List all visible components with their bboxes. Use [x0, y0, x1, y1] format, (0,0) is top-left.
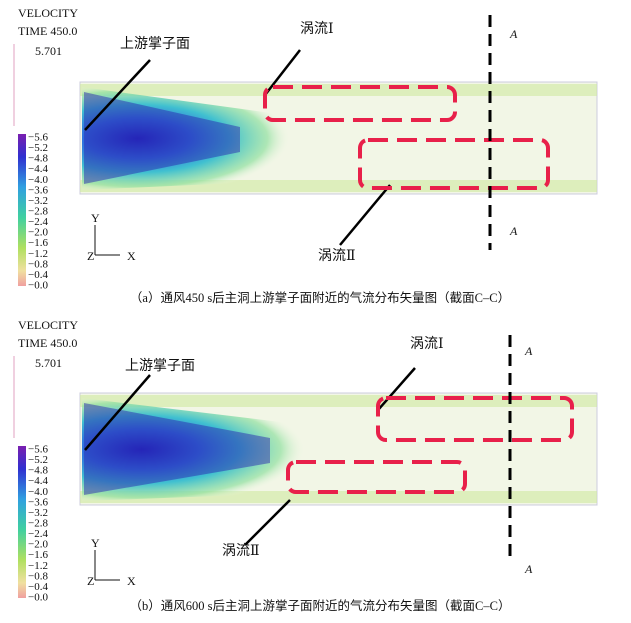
jet-core — [84, 92, 240, 184]
section-top: A — [509, 27, 518, 41]
colorbar — [18, 134, 26, 286]
colorbar-tick: −0.8 — [28, 570, 48, 582]
colorbar-tick: −3.2 — [28, 507, 48, 519]
axis-x: X — [127, 249, 136, 263]
colorbar-tick: −2.0 — [28, 227, 48, 239]
section-bottom: A — [524, 562, 533, 576]
axis-z: Z — [87, 574, 94, 588]
colorbar-tick: −5.6 — [28, 132, 48, 144]
colorbar-tick: −1.6 — [28, 237, 48, 249]
colorbar-tick: −0.0 — [28, 592, 48, 604]
colorbar-tick: −3.6 — [28, 496, 48, 508]
colorbar-tick: −4.8 — [28, 153, 48, 165]
axis-x: X — [127, 574, 136, 588]
colorbar-tick: −1.6 — [28, 549, 48, 561]
vortex-box — [376, 396, 574, 442]
section-bottom: A — [509, 224, 518, 238]
colorbar-tick: −2.4 — [28, 216, 48, 228]
colorbar-tick: −2.0 — [28, 539, 48, 551]
colorbar-tick: −5.2 — [28, 142, 48, 154]
colorbar-tick: −1.2 — [28, 248, 48, 260]
face-pointer — [84, 374, 151, 451]
max-value: 5.701 — [35, 356, 62, 370]
jet-core — [84, 403, 270, 495]
vortex-box — [263, 85, 457, 122]
axis-z: Z — [87, 249, 94, 263]
caption: （b）通风600 s后主洞上游掌子面附近的气流分布矢量图（截面C–C） — [130, 598, 511, 613]
colorbar-tick: −4.4 — [28, 163, 48, 175]
colorbar-tick: −5.6 — [28, 444, 48, 456]
colorbar-tick: −2.8 — [28, 518, 48, 530]
colorbar-tick: −1.2 — [28, 560, 48, 572]
vortex1-label: 涡流Ⅰ — [410, 336, 444, 352]
section-top: A — [524, 344, 533, 358]
face-label: 上游掌子面 — [125, 358, 195, 374]
vortex1-label: 涡流Ⅰ — [300, 21, 334, 37]
vortex2-label: 涡流Ⅱ — [318, 248, 356, 264]
colorbar-tick: −0.8 — [28, 258, 48, 270]
colorbar-tick: −2.4 — [28, 528, 48, 540]
axis-y: Y — [91, 211, 100, 225]
time-label: TIME 450.0 — [18, 24, 77, 38]
max-value: 5.701 — [35, 44, 62, 58]
colorbar-tick: −0.4 — [28, 581, 48, 593]
velocity-label: VELOCITY — [18, 6, 78, 20]
colorbar-tick: −2.8 — [28, 206, 48, 218]
vortex2-label: 涡流Ⅱ — [222, 543, 260, 559]
caption: （a）通风450 s后主洞上游掌子面附近的气流分布矢量图（截面C–C） — [130, 290, 510, 305]
vortex-box — [286, 460, 467, 494]
vortex2-pointer — [244, 499, 291, 546]
flow-band — [80, 395, 597, 407]
colorbar-tick: −4.4 — [28, 475, 48, 487]
colorbar-tick: −4.8 — [28, 465, 48, 477]
colorbar-tick: −4.0 — [28, 174, 48, 186]
flow-band — [80, 84, 597, 96]
time-label: TIME 450.0 — [18, 336, 77, 350]
colorbar-tick: −5.2 — [28, 454, 48, 466]
colorbar-tick: −0.4 — [28, 269, 48, 281]
colorbar — [18, 446, 26, 598]
face-label: 上游掌子面 — [120, 36, 190, 52]
vortex1-pointer — [377, 367, 416, 411]
colorbar-tick: −3.6 — [28, 184, 48, 196]
vortex1-pointer — [264, 49, 301, 96]
colorbar-tick: −3.2 — [28, 195, 48, 207]
axis-y: Y — [91, 536, 100, 550]
velocity-label: VELOCITY — [18, 318, 78, 332]
colorbar-tick: −0.0 — [28, 280, 48, 292]
vortex2-pointer — [339, 184, 391, 246]
colorbar-tick: −4.0 — [28, 486, 48, 498]
face-pointer — [84, 59, 151, 131]
